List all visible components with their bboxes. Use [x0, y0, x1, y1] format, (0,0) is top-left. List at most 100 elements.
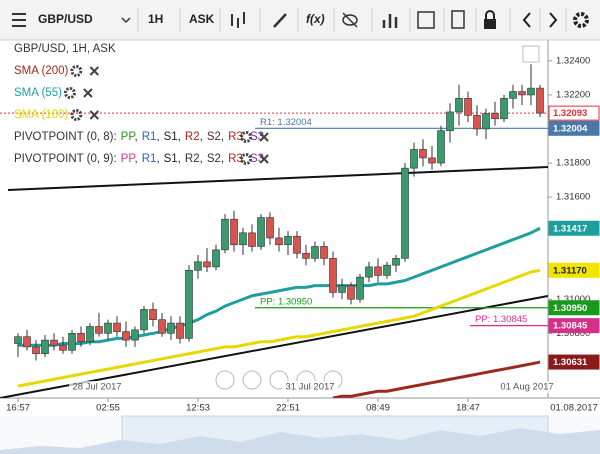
legend-token: , — [178, 131, 181, 143]
candle-body — [455, 98, 463, 113]
candle-body — [509, 91, 517, 99]
candle-body — [221, 218, 229, 251]
price-tag-label: 1.32004 — [553, 123, 588, 134]
legend-token: , — [178, 153, 181, 165]
legend-token: S3 — [250, 153, 264, 165]
candle-body — [383, 264, 391, 276]
chart-title: GBP/USD, 1H, ASK — [14, 43, 116, 55]
candle-body — [86, 326, 94, 343]
legend-token: S1 — [164, 153, 178, 165]
y-tick-label: 1.31600 — [556, 192, 590, 203]
navigator-area — [0, 428, 600, 454]
pivot-level-label: R1: 1.32004 — [260, 117, 312, 128]
calculator-button[interactable] — [451, 10, 465, 29]
legend-entry[interactable]: PIVOTPOINT (0, 8): PP, R1, S1, R2, S2, R3, S3 — [14, 131, 264, 143]
timeframe[interactable]: 1H — [148, 12, 163, 26]
symbol-dropdown[interactable] — [121, 17, 131, 24]
price-tag — [548, 318, 600, 334]
candle-body — [32, 346, 40, 355]
legend-token: R2 — [185, 131, 200, 143]
candle-body — [275, 237, 283, 246]
candle-body — [23, 336, 31, 348]
price-tag — [548, 120, 600, 136]
candle-body — [518, 91, 526, 96]
x-tick-label: 08:49 — [366, 403, 390, 414]
draw-button[interactable] — [273, 13, 287, 28]
settings-icon[interactable] — [240, 131, 253, 143]
symbol[interactable]: GBP/USD — [38, 12, 93, 26]
menu-button[interactable] — [12, 13, 26, 27]
date-marker-box — [282, 381, 338, 393]
candle-body — [482, 113, 490, 130]
remove-icon[interactable] — [89, 110, 100, 120]
legend-token: , — [243, 153, 246, 165]
settings-icon[interactable] — [70, 109, 83, 121]
candle-body — [167, 322, 175, 334]
legend-token: S2 — [207, 131, 221, 143]
candle-body — [176, 322, 184, 339]
scroll-right-button[interactable] — [549, 12, 558, 28]
candle-body — [131, 329, 139, 341]
y-tick-label: 1.31800 — [556, 158, 590, 169]
indicators-button[interactable]: f(x) — [306, 12, 325, 26]
legend-token: PIVOTPOINT (0, 9): — [14, 153, 117, 165]
date-marker: 01 Aug 2017 — [500, 382, 553, 393]
remove-icon[interactable] — [83, 88, 93, 98]
settings-icon[interactable] — [240, 153, 253, 165]
settings-button[interactable] — [573, 12, 589, 28]
chart-type-button[interactable] — [231, 12, 245, 28]
date-marker-box — [69, 381, 125, 393]
calendar-button[interactable] — [417, 11, 435, 29]
lock-button[interactable] — [484, 10, 496, 29]
remove-icon[interactable] — [259, 154, 269, 164]
remove-icon[interactable] — [89, 66, 100, 76]
candle-body — [284, 235, 292, 246]
settings-icon[interactable] — [63, 87, 76, 99]
remove-icon[interactable] — [259, 132, 269, 142]
candle-body — [428, 157, 436, 164]
legend-token: , — [135, 153, 138, 165]
price-tag-label: 1.30950 — [553, 303, 587, 314]
price-tag-label: 1.31170 — [553, 265, 587, 276]
x-tick-label: 02:55 — [96, 403, 120, 414]
candle-body — [14, 336, 22, 344]
candle-body — [68, 332, 76, 351]
fullscreen-button[interactable] — [522, 45, 540, 63]
hide-drawings-button[interactable] — [342, 12, 358, 28]
candle-body — [113, 322, 121, 332]
price-tag-label: 1.31417 — [553, 223, 587, 234]
date-marker: 31 Jul 2017 — [285, 382, 334, 393]
candle-body — [338, 285, 346, 293]
legend-token: R1 — [142, 131, 157, 143]
scroll-left-button[interactable] — [522, 12, 531, 28]
legend-entry[interactable]: SMA (200) — [14, 65, 68, 77]
settings-icon[interactable] — [70, 65, 83, 77]
legend-entry[interactable]: SMA (100) — [14, 109, 68, 121]
legend-entry[interactable]: PIVOTPOINT (0, 9): PP, R1, S1, R2, S2, R3, S3 — [14, 153, 264, 165]
y-tick-label: 1.30800 — [556, 328, 590, 339]
legend-token: , — [156, 153, 159, 165]
price-side[interactable]: ASK — [189, 12, 215, 26]
candle-body — [311, 246, 319, 259]
volume-button[interactable] — [382, 14, 398, 28]
pivot-level-label: PP: 1.30845 — [475, 314, 527, 325]
legend-token: R3 — [228, 153, 243, 165]
x-tick-label: 18:47 — [456, 403, 480, 414]
candle-body — [320, 246, 328, 259]
legend-token: R1 — [142, 153, 157, 165]
candle-body — [464, 98, 472, 116]
candle-body — [347, 285, 355, 300]
legend-entry[interactable]: SMA (55) — [14, 87, 62, 99]
legend-token: , — [156, 131, 159, 143]
candle-body — [356, 276, 364, 300]
candle-body — [266, 217, 274, 239]
candle-body — [203, 261, 211, 268]
date-marker: 28 Jul 2017 — [72, 382, 121, 393]
candle-body — [149, 309, 157, 320]
legend-token: , — [200, 153, 203, 165]
y-tick-label: 1.31000 — [556, 294, 590, 305]
y-tick-label: 1.32400 — [556, 55, 590, 66]
candle-body — [536, 87, 544, 114]
price-tag — [548, 105, 600, 121]
